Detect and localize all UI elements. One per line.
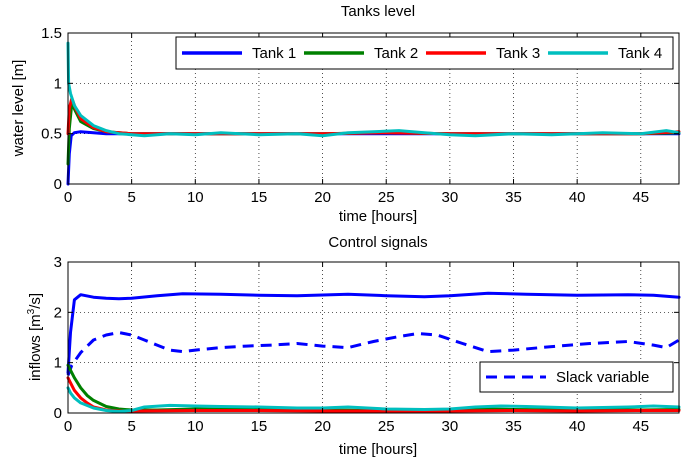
chart-title: Tanks level: [341, 3, 415, 20]
legend-label-tank-3: Tank 3: [496, 45, 540, 62]
x-tick-label: 30: [442, 189, 459, 206]
legend-label-tank-1: Tank 1: [252, 45, 296, 62]
tick-labels: 0 5 10 15 20 25 30 35 40 45 0 1 2 3: [54, 254, 679, 435]
y-tick-label: 1.5: [41, 25, 62, 42]
control-signals-panel: Control signals 0 5 10 15 20 25 30 35 40 45 0 1 2 3 t…: [26, 234, 681, 458]
x-tick-label: 25: [378, 418, 395, 435]
x-axis-label: time [hours]: [339, 441, 417, 458]
x-tick-label: 5: [127, 189, 135, 206]
y-tick-label: 3: [54, 254, 62, 271]
y-tick-label: 0: [54, 176, 62, 193]
series-line-signal-5: [66, 386, 681, 413]
x-tick-label: 35: [505, 189, 522, 206]
plot-frame: [67, 261, 680, 414]
plot-frame: [67, 32, 680, 185]
x-tick-label: 40: [569, 189, 586, 206]
y-tick-label: 2: [54, 304, 62, 321]
y-tick-label: 0.5: [41, 126, 62, 143]
legend: Slack variable: [479, 361, 674, 393]
y-axis-label: water level [m]: [10, 60, 27, 158]
y-axis-label: inflows [m3/s]: [26, 293, 44, 381]
x-tick-label: 15: [251, 189, 268, 206]
y-tick-label: 1: [54, 355, 62, 372]
legend-label-tank-2: Tank 2: [374, 45, 418, 62]
x-tick-label: 15: [251, 418, 268, 435]
series-line-tank-1: [66, 130, 681, 186]
x-tick-label: 0: [64, 189, 72, 206]
chart-title: Control signals: [328, 234, 427, 251]
y-tick-label: 0: [54, 405, 62, 422]
x-tick-label: 5: [127, 418, 135, 435]
series-line-signal-4: [66, 376, 681, 413]
series-lines: [66, 291, 681, 413]
x-tick-label: 30: [442, 418, 459, 435]
series-lines: [66, 41, 681, 186]
x-tick-label: 35: [505, 418, 522, 435]
legend: Tank 1 Tank 2 Tank 3 Tank 4: [175, 36, 674, 70]
x-tick-label: 45: [632, 189, 649, 206]
x-tick-label: 20: [314, 418, 331, 435]
x-tick-label: 10: [187, 189, 204, 206]
series-line-tank-4: [66, 41, 681, 138]
series-line-slack-variable: [66, 331, 680, 376]
x-tick-label: 25: [378, 189, 395, 206]
x-axis-label: time [hours]: [339, 208, 417, 225]
x-tick-label: 0: [64, 418, 72, 435]
x-tick-label: 10: [187, 418, 204, 435]
y-tick-label: 1: [54, 75, 62, 92]
legend-label-tank-4: Tank 4: [618, 45, 662, 62]
legend-label-slack-variable: Slack variable: [556, 369, 649, 386]
series-line-signal-1: [66, 291, 681, 375]
series-line-tank-3: [66, 96, 681, 136]
tanks-level-panel: Tanks level 0 5 10 15 20 25 30 35 40 45 0 0.5 1 1.5 t…: [10, 3, 681, 225]
x-tick-label: 20: [314, 189, 331, 206]
x-tick-label: 45: [632, 418, 649, 435]
x-tick-label: 40: [569, 418, 586, 435]
